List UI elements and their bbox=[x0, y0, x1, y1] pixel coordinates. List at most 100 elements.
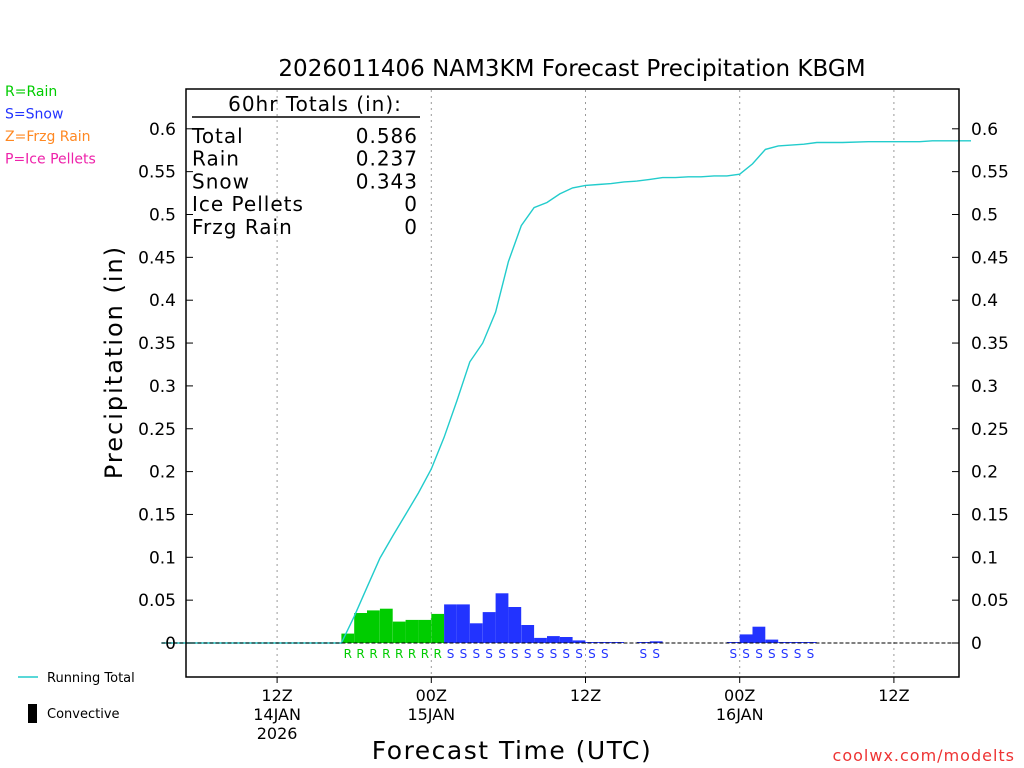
bar-10 bbox=[469, 623, 483, 643]
xtick-label2-1: 15JAN bbox=[407, 705, 455, 724]
bar-19 bbox=[585, 642, 599, 643]
ytick-right-label-0: 0 bbox=[971, 634, 982, 654]
type-letter-S-13: S bbox=[639, 647, 647, 661]
ytick-right-label-10: 0.5 bbox=[971, 206, 998, 226]
ytick-left-label-2: 0.1 bbox=[149, 548, 176, 568]
totals-box: 60hr Totals (in): Total 0.586 Rain 0.237 Sno… bbox=[191, 92, 420, 239]
ytick-right-label-1: 0.05 bbox=[971, 591, 1009, 611]
type-letter-R-7: R bbox=[434, 647, 442, 661]
bar-5 bbox=[405, 619, 419, 643]
ytick-left-label-6: 0.3 bbox=[149, 377, 176, 397]
bars-group bbox=[341, 593, 817, 643]
type-letter-S-19: S bbox=[781, 647, 789, 661]
ytick-left-label-3: 0.15 bbox=[138, 505, 176, 525]
type-letter-S-14: S bbox=[652, 647, 660, 661]
xtick-label2-3: 16JAN bbox=[716, 705, 764, 724]
bar-15 bbox=[534, 637, 547, 643]
ytick-right-label-4: 0.2 bbox=[971, 463, 998, 483]
ytick-left-label-12: 0.6 bbox=[149, 120, 176, 140]
y-axis-left: 0 0.05 0.1 0.15 0.2 0.25 0.3 0.35 0.4 0.45 0.5 0.55… bbox=[138, 120, 193, 654]
bottom-legend: Running Total Convective bbox=[18, 671, 135, 723]
ytick-left-label-11: 0.55 bbox=[138, 163, 176, 183]
type-letter-S-16: S bbox=[742, 647, 750, 661]
type-letter-S-21: S bbox=[807, 647, 815, 661]
bar-4 bbox=[392, 621, 406, 643]
type-letter-S-4: S bbox=[498, 647, 506, 661]
ytick-right-label-11: 0.55 bbox=[971, 163, 1009, 183]
type-letter-R-5: R bbox=[408, 647, 416, 661]
legend-type-1: S=Snow bbox=[5, 107, 63, 123]
totals-value-4: 0 bbox=[404, 215, 418, 239]
bar-20 bbox=[598, 642, 612, 643]
ytick-right-label-12: 0.6 bbox=[971, 120, 998, 140]
totals-rows: Total 0.586 Rain 0.237 Snow 0.343 Ice Pellets 0… bbox=[191, 124, 418, 239]
ytick-left-label-4: 0.2 bbox=[149, 463, 176, 483]
type-letter-S-10: S bbox=[575, 647, 583, 661]
bar-17 bbox=[559, 637, 573, 643]
xtick-label1-3: 00Z bbox=[724, 686, 755, 705]
bar-16 bbox=[547, 636, 560, 643]
totals-value-0: 0.586 bbox=[356, 124, 418, 148]
ytick-right-label-2: 0.1 bbox=[971, 548, 998, 568]
type-letter-S-0: S bbox=[447, 647, 455, 661]
type-letter-R-6: R bbox=[421, 647, 429, 661]
ytick-right-label-3: 0.15 bbox=[971, 505, 1009, 525]
ytick-left-label-0: 0 bbox=[165, 634, 176, 654]
bar-13 bbox=[508, 607, 522, 643]
bar-3 bbox=[379, 608, 393, 643]
type-letter-S-8: S bbox=[550, 647, 558, 661]
x-axis-label: Forecast Time (UTC) bbox=[372, 736, 652, 765]
xtick-label3-0: 2026 bbox=[257, 724, 298, 743]
type-letter-R-0: R bbox=[344, 647, 352, 661]
bar-0 bbox=[341, 633, 355, 643]
ytick-right-label-9: 0.45 bbox=[971, 248, 1009, 268]
bar-23 bbox=[649, 641, 663, 643]
credit-text: coolwx.com/modelts bbox=[833, 746, 1015, 765]
type-letter-S-11: S bbox=[588, 647, 596, 661]
type-letter-S-2: S bbox=[472, 647, 480, 661]
running-total-legend-label: Running Total bbox=[47, 671, 135, 686]
xtick-label1-4: 12Z bbox=[878, 686, 909, 705]
running-total-line bbox=[161, 140, 971, 644]
bar-18 bbox=[572, 640, 586, 643]
ytick-left-label-1: 0.05 bbox=[138, 591, 176, 611]
ytick-left-label-5: 0.25 bbox=[138, 420, 176, 440]
chart-title: 2026011406 NAM3KM Forecast Precipitation… bbox=[278, 56, 865, 82]
legend-type-2: Z=Frzg Rain bbox=[5, 129, 91, 145]
bar-7 bbox=[431, 613, 445, 643]
bar-12 bbox=[495, 593, 509, 643]
totals-label-1: Rain bbox=[192, 147, 240, 171]
totals-header: 60hr Totals (in): bbox=[228, 92, 402, 116]
bar-8 bbox=[444, 604, 457, 643]
type-letter-R-2: R bbox=[369, 647, 377, 661]
legend-type-0: R=Rain bbox=[5, 84, 57, 100]
type-letter-S-17: S bbox=[755, 647, 763, 661]
plot-frame bbox=[185, 88, 960, 678]
ytick-left-label-7: 0.35 bbox=[138, 334, 176, 354]
bar-2 bbox=[367, 610, 380, 643]
bar-25 bbox=[739, 634, 753, 643]
ytick-left-label-10: 0.5 bbox=[149, 206, 176, 226]
gridlines bbox=[276, 90, 895, 676]
ytick-right-label-8: 0.4 bbox=[971, 291, 998, 311]
totals-value-2: 0.343 bbox=[356, 169, 418, 193]
type-letter-S-1: S bbox=[460, 647, 468, 661]
y-axis-label: Precipitation (in) bbox=[100, 245, 128, 479]
xtick-label1-0: 12Z bbox=[261, 686, 292, 705]
bar-14 bbox=[521, 625, 535, 643]
type-letter-S-20: S bbox=[794, 647, 802, 661]
bar-6 bbox=[418, 619, 432, 643]
type-letter-S-5: S bbox=[511, 647, 519, 661]
convective-legend-label: Convective bbox=[47, 707, 120, 722]
type-letter-S-3: S bbox=[485, 647, 493, 661]
totals-label-2: Snow bbox=[192, 169, 250, 193]
type-letter-S-7: S bbox=[537, 647, 545, 661]
bar-27 bbox=[765, 639, 779, 643]
bar-9 bbox=[457, 604, 470, 643]
type-letter-S-9: S bbox=[562, 647, 570, 661]
ytick-right-label-5: 0.25 bbox=[971, 420, 1009, 440]
type-letter-S-18: S bbox=[768, 647, 776, 661]
type-letter-S-12: S bbox=[601, 647, 609, 661]
